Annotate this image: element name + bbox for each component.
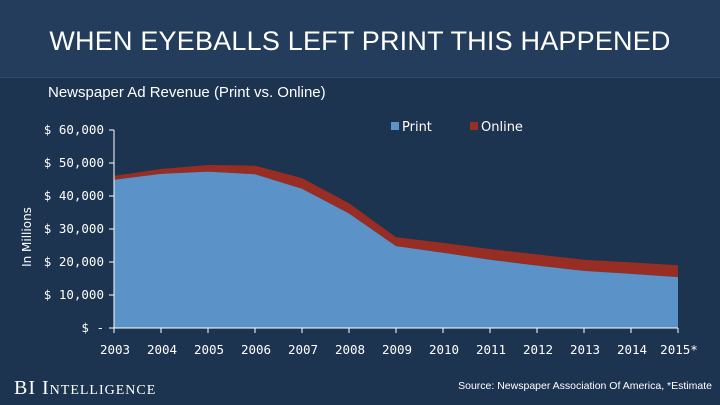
logo-short: BI	[14, 377, 36, 399]
x-tick-label: 2005	[194, 342, 224, 357]
x-tick-label: 2009	[382, 342, 412, 357]
x-tick-label: 2007	[288, 342, 318, 357]
y-tick-label: $ 20,000	[44, 254, 104, 269]
y-tick-label: $ 30,000	[44, 221, 104, 236]
source-note: Source: Newspaper Association Of America…	[458, 380, 712, 392]
chart-title: Newspaper Ad Revenue (Print vs. Online)	[48, 84, 326, 101]
x-tick-label: 2006	[241, 342, 271, 357]
print-area	[114, 171, 678, 328]
legend-label: Online	[481, 120, 523, 135]
bi-intelligence-logo: BI Intelligence	[14, 377, 156, 400]
y-tick-label: $ 40,000	[44, 188, 104, 203]
x-tick-label: 2004	[147, 342, 177, 357]
x-tick-label: 2013	[570, 342, 600, 357]
x-tick-label: 2003	[100, 342, 130, 357]
x-tick-label: 2014	[617, 342, 647, 357]
legend-swatch	[391, 122, 399, 130]
online-area	[114, 164, 678, 278]
x-tick-label: 2015*	[660, 342, 698, 357]
title-banner: WHEN EYEBALLS LEFT PRINT THIS HAPPENED	[0, 0, 720, 78]
y-tick-label: $ -	[81, 320, 104, 335]
logo-name: Intelligence	[42, 377, 157, 399]
y-tick-label: $ 60,000	[44, 122, 104, 137]
y-tick-label: $ 50,000	[44, 155, 104, 170]
legend-label: Print	[402, 120, 432, 135]
page-title: WHEN EYEBALLS LEFT PRINT THIS HAPPENED	[49, 26, 671, 56]
legend-swatch	[470, 122, 478, 130]
x-tick-label: 2008	[335, 342, 365, 357]
x-tick-label: 2012	[523, 342, 553, 357]
y-tick-label: $ 10,000	[44, 287, 104, 302]
x-tick-label: 2011	[476, 342, 506, 357]
y-axis-title: In Millions	[20, 207, 34, 267]
x-tick-label: 2010	[429, 342, 459, 357]
